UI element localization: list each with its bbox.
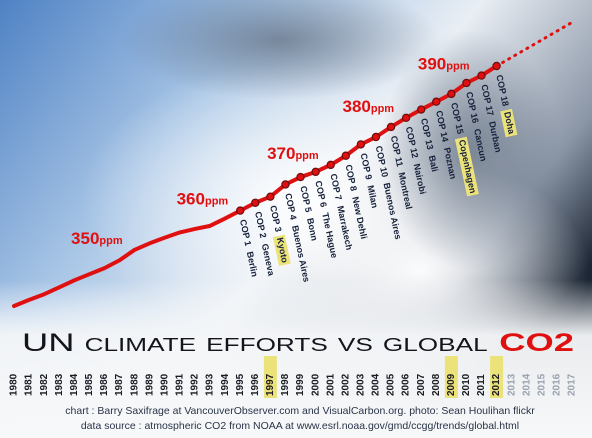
x-tick-label: 2007	[416, 373, 427, 396]
event-dot	[236, 206, 245, 215]
event-city: Milan	[365, 184, 380, 209]
event-dot	[266, 192, 275, 201]
x-tick-label: 2009	[446, 373, 457, 396]
event-dot	[311, 167, 320, 177]
x-tick-label: 1981	[24, 373, 35, 396]
x-tick-label: 1997	[265, 373, 276, 396]
ppm-unit: ppm	[371, 103, 394, 115]
x-tick-label: 1995	[235, 373, 246, 396]
event-dot	[477, 71, 486, 80]
event-dot	[341, 151, 350, 160]
event-city: Doha	[502, 111, 517, 136]
tick-highlight	[490, 356, 504, 398]
ppm-unit: ppm	[99, 235, 122, 247]
x-tick-label: 2005	[386, 373, 397, 396]
x-tick-label: 2011	[476, 374, 487, 396]
ppm-value: 360	[177, 190, 205, 209]
x-tick-label: 2003	[356, 373, 367, 396]
event-city: Bali	[427, 154, 440, 172]
event-dot	[251, 198, 260, 207]
cloud	[120, 0, 440, 100]
x-tick-label: 1984	[69, 373, 80, 396]
city-highlight	[500, 108, 518, 138]
x-tick-label: 1999	[295, 373, 306, 396]
event-dot	[416, 105, 426, 114]
event-dot	[401, 113, 411, 123]
projection-line	[495, 20, 574, 68]
ppm-annotation: 380ppm	[342, 97, 394, 116]
credit: chart : Barry Saxifrage at VancouverObse…	[65, 405, 535, 417]
ppm-value: 390	[418, 55, 446, 74]
x-tick-label: 1987	[114, 373, 125, 396]
cloud	[380, 30, 560, 270]
x-tick-label: 2016	[552, 373, 563, 396]
ppm-unit: ppm	[446, 61, 469, 73]
ppm-value: 350	[71, 229, 99, 248]
x-tick-label: 1980	[9, 373, 20, 396]
tick-highlight	[263, 356, 277, 398]
x-tick-label: 1991	[175, 373, 186, 396]
x-tick-label: 1988	[129, 373, 140, 396]
ppm-unit: ppm	[205, 196, 228, 208]
tick-highlight	[444, 356, 458, 398]
x-tick-label: 2015	[536, 373, 547, 396]
x-tick-label: 1994	[220, 373, 231, 396]
x-tick-label: 2006	[401, 373, 412, 396]
event-dot	[371, 132, 381, 142]
chart-title: UN climate efforts vs global CO2	[22, 329, 574, 357]
x-tick-label: 2012	[491, 373, 502, 396]
ppm-annotation: 360ppm	[177, 190, 229, 209]
x-tick-label: 1983	[54, 373, 65, 396]
credit: data source : atmospheric CO2 from NOAA …	[81, 420, 519, 432]
x-tick-label: 2017	[567, 373, 578, 396]
x-tick-label: 2000	[310, 373, 321, 396]
x-tick-label: 1992	[190, 373, 201, 396]
ppm-value: 380	[342, 97, 370, 116]
x-tick-label: 1990	[159, 373, 170, 396]
ppm-annotation: 390ppm	[418, 55, 470, 74]
x-tick-label: 2001	[325, 373, 336, 396]
city-highlight	[454, 136, 479, 197]
x-tick-label: 1989	[144, 373, 155, 396]
event-dot	[492, 61, 501, 71]
x-tick-label: 2004	[371, 373, 382, 396]
event-dot	[281, 180, 290, 189]
title-main: UN climate efforts vs global	[22, 329, 488, 357]
x-tick-label: 1998	[280, 373, 291, 396]
city-highlight	[272, 234, 291, 266]
x-tick-label: 2008	[431, 373, 442, 396]
event-dot	[296, 172, 305, 182]
x-tick-label: 1993	[205, 373, 216, 396]
x-tick-label: 1982	[39, 373, 50, 396]
event-dot	[386, 122, 396, 132]
x-tick-label: 2013	[506, 373, 517, 396]
ppm-unit: ppm	[295, 150, 318, 162]
event-city: Bonn	[305, 217, 320, 242]
ppm-value: 370	[267, 144, 295, 163]
event-dot	[462, 78, 471, 88]
event-dot	[432, 97, 441, 106]
event-dot	[447, 89, 456, 99]
x-tick-label: 1996	[250, 373, 261, 396]
title-highlight: CO2	[499, 329, 574, 357]
x-tick-label: 1985	[84, 373, 95, 396]
event-dot	[326, 160, 335, 170]
x-tick-label: 2010	[461, 373, 472, 396]
event-dot	[356, 140, 366, 149]
ppm-annotation: 370ppm	[267, 144, 319, 163]
ppm-annotation: 350ppm	[71, 229, 123, 248]
x-tick-label: 2014	[521, 373, 532, 396]
x-tick-label: 1986	[99, 373, 110, 396]
x-tick-label: 2002	[340, 373, 351, 396]
